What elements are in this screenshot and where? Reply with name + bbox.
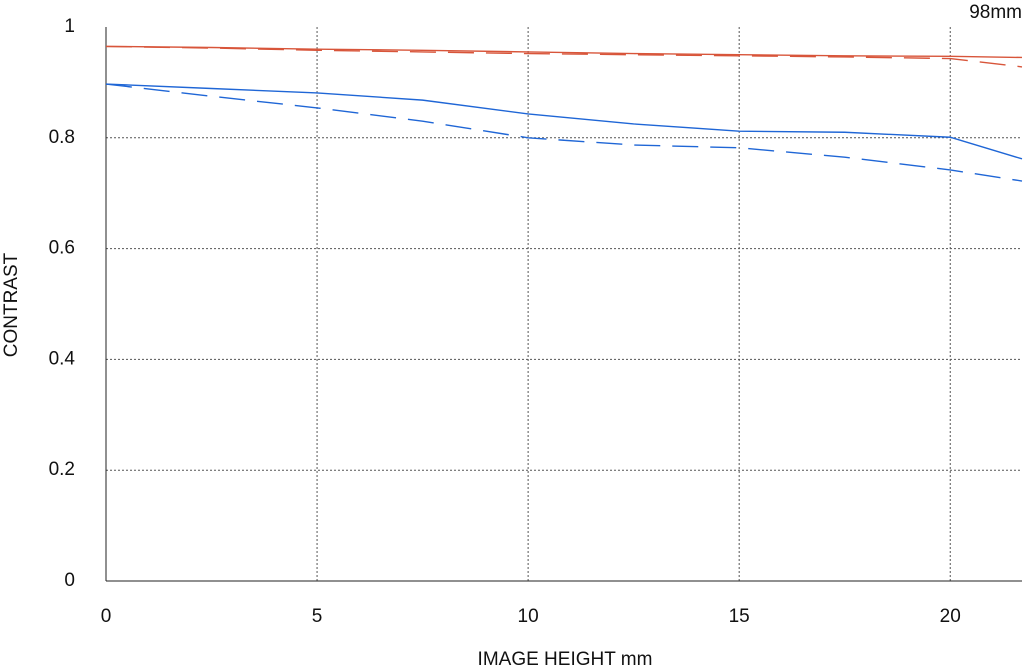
y-tick-label: 0.6 (49, 238, 75, 259)
y-tick-label: 0.2 (49, 459, 75, 480)
y-tick-label: 1 (64, 16, 75, 37)
y-axis-label: CONTRAST (1, 252, 22, 357)
y-tick-label: 0 (64, 570, 75, 591)
x-axis-label: IMAGE HEIGHT mm (478, 649, 653, 670)
series-line (105, 45, 1023, 68)
annotation: 98mm (969, 2, 1022, 23)
series-line (105, 45, 1023, 59)
series-line (105, 83, 1023, 160)
y-tick-label: 0.4 (49, 348, 76, 369)
x-tick-label: 5 (312, 606, 323, 627)
series-line (105, 83, 1023, 182)
x-tick-label: 0 (101, 606, 112, 627)
x-tick-label: 10 (518, 606, 539, 627)
x-tick-label: 15 (729, 606, 750, 627)
y-tick-label: 0.8 (49, 127, 75, 148)
x-tick-label: 20 (940, 606, 961, 627)
